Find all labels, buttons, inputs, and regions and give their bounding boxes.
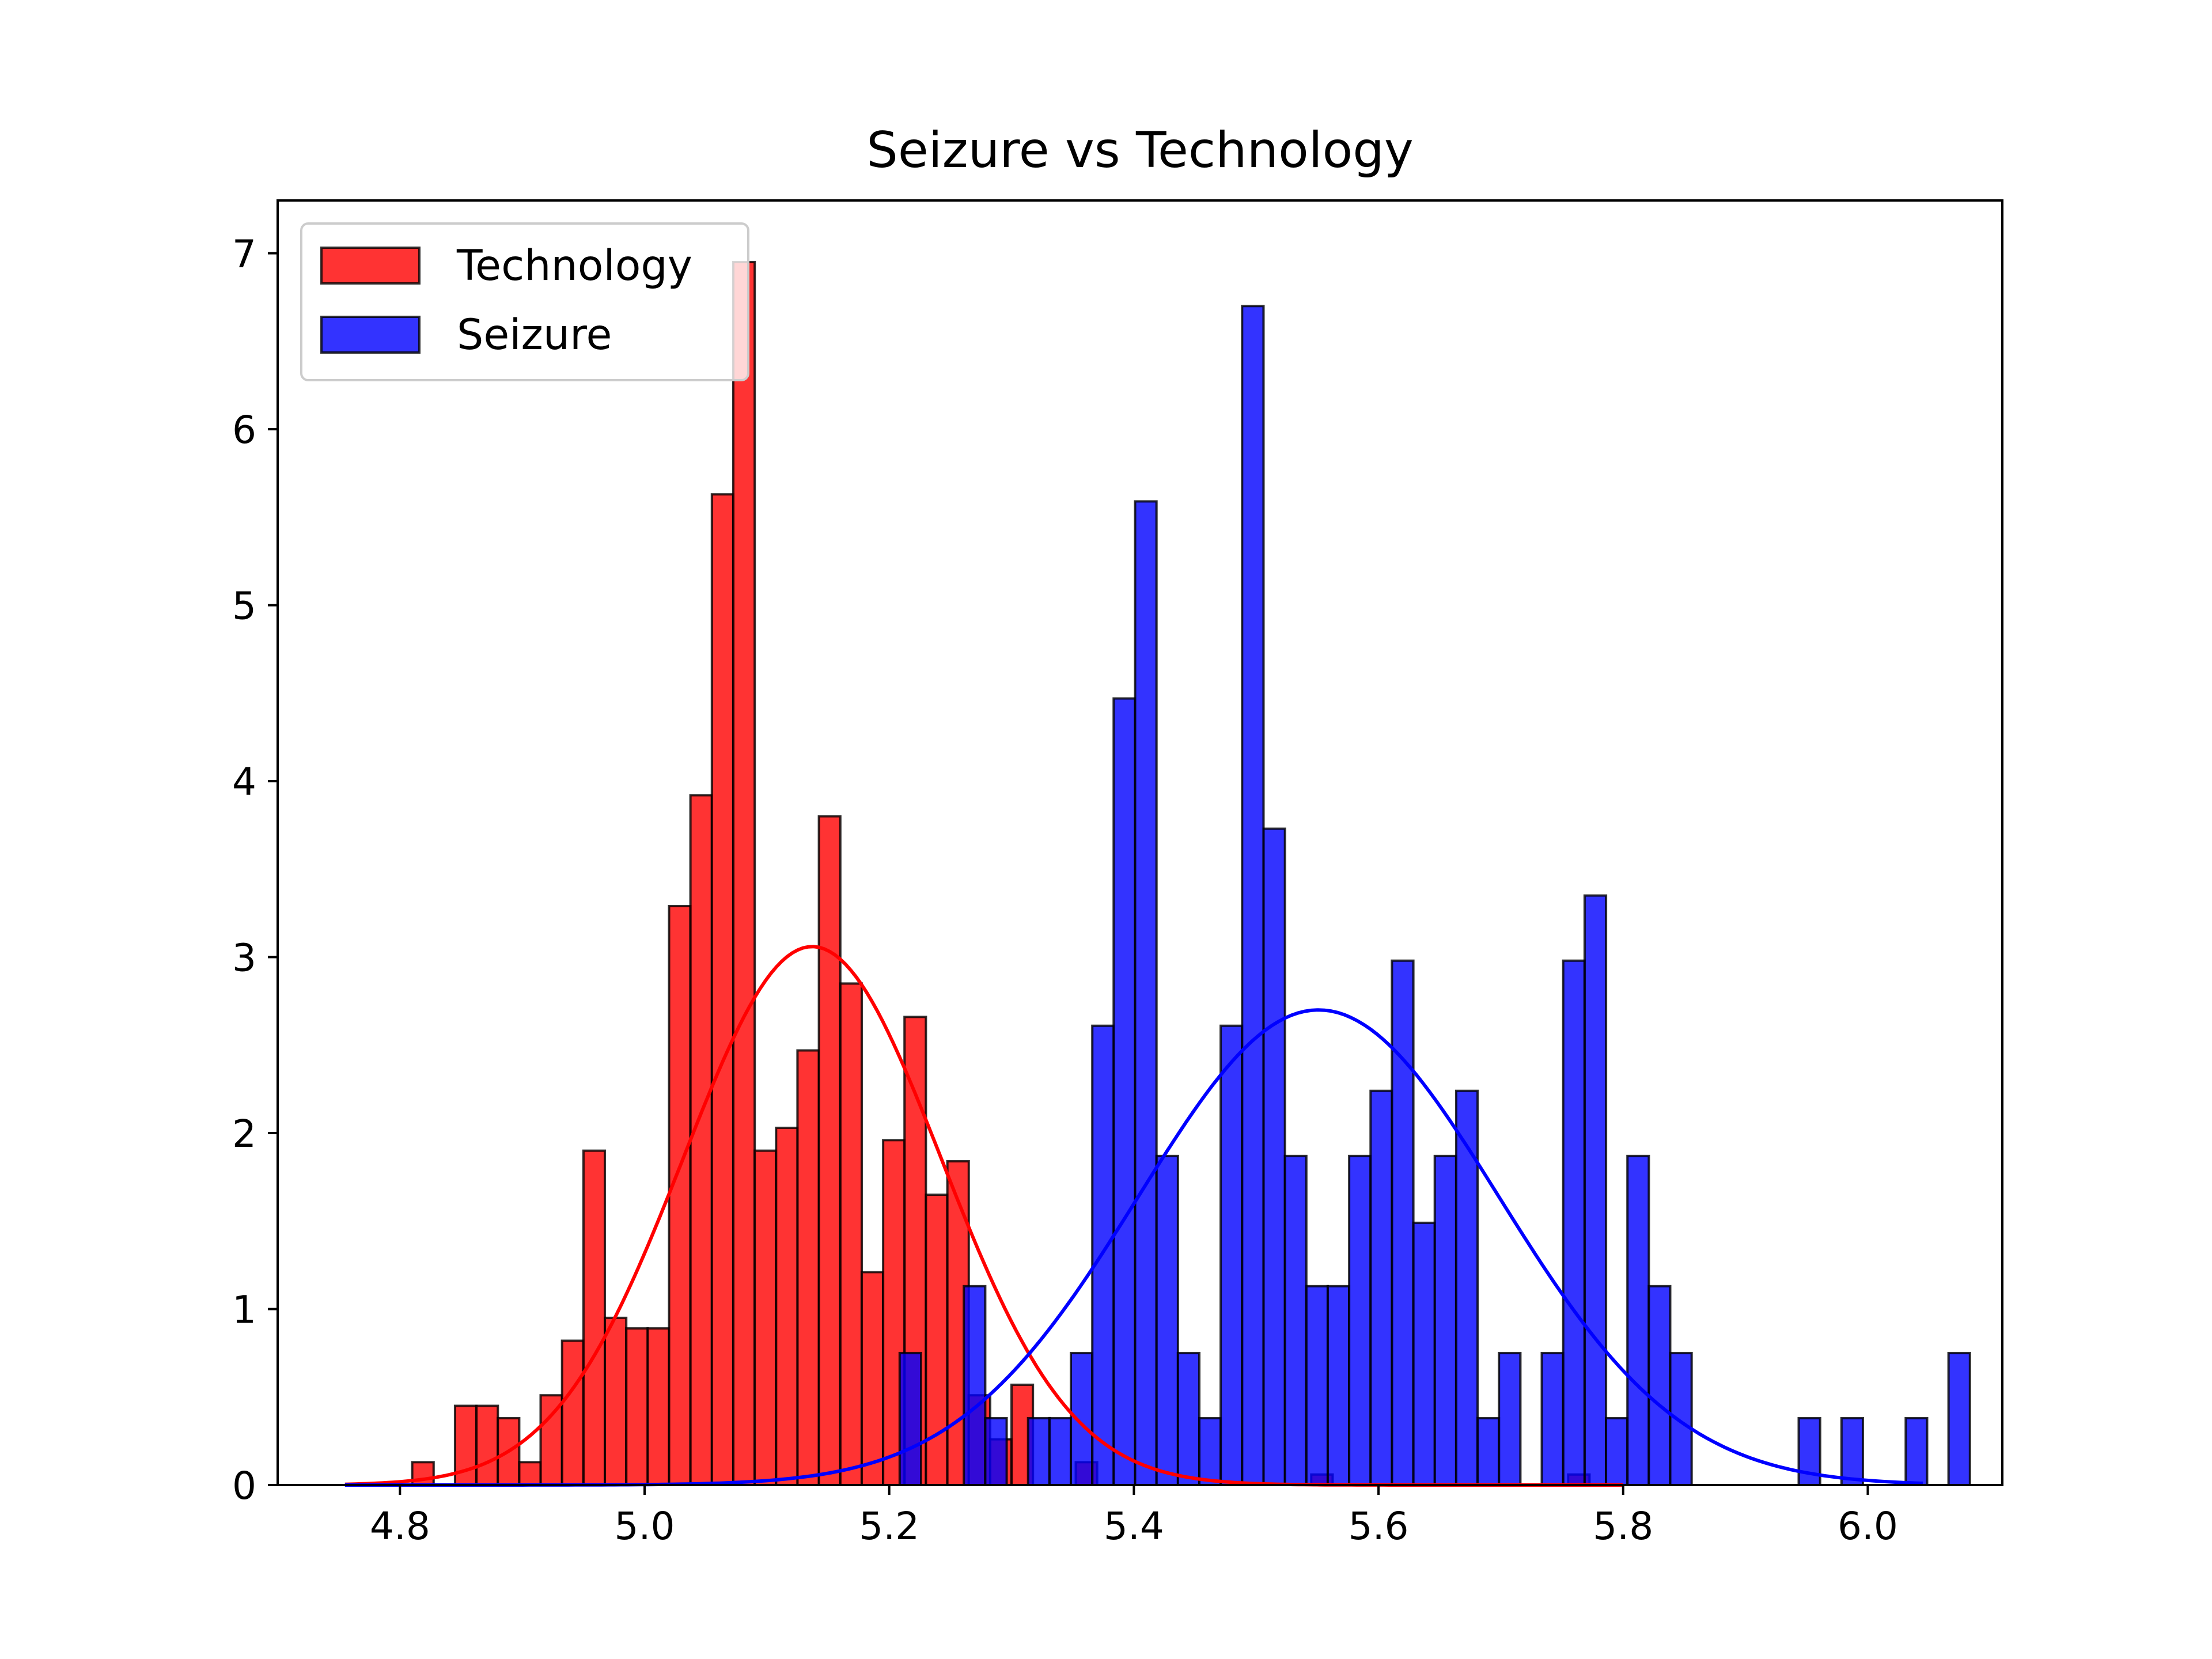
y-tick-label: 3 — [232, 936, 256, 980]
bar — [1904, 1416, 1929, 1486]
x-tick-label: 6.0 — [1838, 1504, 1898, 1548]
bar — [1283, 1154, 1308, 1487]
bar — [1326, 1285, 1351, 1487]
bar — [1583, 894, 1608, 1486]
legend-swatch-technology — [320, 247, 421, 285]
bar — [1562, 959, 1586, 1486]
bar — [1262, 827, 1286, 1486]
bar — [1498, 1351, 1522, 1486]
bar — [1605, 1416, 1629, 1486]
bar — [1027, 1416, 1051, 1486]
bar — [1048, 1416, 1073, 1486]
bar — [646, 1327, 671, 1487]
bar — [1433, 1154, 1457, 1487]
bar — [560, 1339, 585, 1486]
bar — [1391, 959, 1415, 1486]
y-tick-label: 6 — [232, 408, 256, 452]
bar — [668, 905, 692, 1486]
bar — [604, 1316, 628, 1487]
bar — [1348, 1154, 1372, 1487]
bar — [1241, 305, 1265, 1486]
bar — [689, 794, 713, 1486]
bar — [710, 493, 735, 1487]
bar — [1455, 1089, 1479, 1486]
bar — [839, 982, 863, 1486]
bar — [1198, 1416, 1222, 1486]
y-tick-label: 7 — [232, 232, 256, 276]
bar — [1540, 1351, 1565, 1486]
bar — [984, 1416, 1008, 1486]
y-tick-label: 0 — [232, 1464, 256, 1508]
bar — [1219, 1024, 1244, 1486]
y-tick-label: 4 — [232, 760, 256, 804]
bar — [817, 815, 842, 1486]
legend-label-seizure: Seizure — [457, 310, 612, 359]
bar — [1476, 1416, 1501, 1486]
bar — [796, 1049, 820, 1486]
x-tick-label: 4.8 — [370, 1504, 430, 1548]
legend-label-technology: Technology — [456, 241, 692, 290]
legend-swatch-seizure — [320, 316, 421, 354]
bar — [1626, 1154, 1650, 1487]
bar — [898, 1351, 923, 1486]
bar — [582, 1149, 607, 1486]
y-tick-label: 2 — [232, 1112, 256, 1156]
y-tick-label: 1 — [232, 1288, 256, 1332]
bar — [625, 1327, 649, 1487]
bar — [775, 1126, 799, 1486]
x-tick-label: 5.8 — [1593, 1504, 1653, 1548]
x-tick-label: 5.0 — [615, 1504, 675, 1548]
bar — [1647, 1285, 1672, 1487]
bar — [1840, 1416, 1865, 1486]
bar — [925, 1194, 949, 1486]
y-tick-label: 5 — [232, 584, 256, 628]
bars-technology — [411, 260, 1591, 1487]
bar — [1112, 697, 1137, 1486]
bar — [1176, 1351, 1201, 1486]
legend: Technology Seizure — [300, 222, 749, 381]
x-tick-label: 5.6 — [1349, 1504, 1409, 1548]
x-tick-label: 5.2 — [859, 1504, 919, 1548]
bar — [1155, 1154, 1179, 1487]
bar — [1369, 1089, 1393, 1486]
bar — [518, 1461, 542, 1487]
x-axis: 4.8 5.0 5.2 5.4 5.6 5.8 6.0 — [370, 1485, 1898, 1548]
plot-frame — [276, 199, 2003, 1486]
bar — [753, 1149, 778, 1486]
chart-title: Seizure vs Technology — [866, 122, 1414, 179]
bar — [1070, 1351, 1094, 1486]
bar — [475, 1404, 499, 1486]
x-tick-label: 5.4 — [1104, 1504, 1164, 1548]
bar — [860, 1271, 885, 1486]
bar — [1134, 500, 1158, 1486]
bar — [1305, 1285, 1330, 1487]
bar — [1669, 1351, 1693, 1486]
bar — [1947, 1351, 1971, 1486]
y-axis: 0 1 2 3 4 5 6 7 — [232, 232, 278, 1508]
bar — [963, 1285, 987, 1487]
bar — [732, 260, 756, 1487]
bar — [1412, 1221, 1436, 1487]
